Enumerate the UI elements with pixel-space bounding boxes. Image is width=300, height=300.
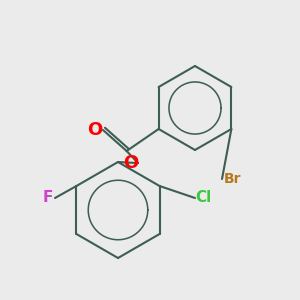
Text: F: F [43, 190, 53, 206]
Text: Cl: Cl [195, 190, 211, 206]
Text: Br: Br [224, 172, 242, 186]
Text: O: O [123, 154, 139, 172]
Text: O: O [87, 121, 103, 139]
